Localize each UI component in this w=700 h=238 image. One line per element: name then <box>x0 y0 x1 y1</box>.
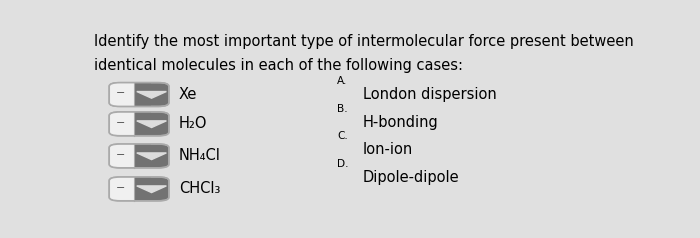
Polygon shape <box>136 92 167 98</box>
Text: −: − <box>116 150 125 160</box>
Text: H-bonding: H-bonding <box>363 114 439 129</box>
Text: Ion-ion: Ion-ion <box>363 142 413 157</box>
Text: H₂O: H₂O <box>178 116 207 131</box>
FancyBboxPatch shape <box>109 83 169 106</box>
FancyBboxPatch shape <box>109 144 169 168</box>
Text: Dipole-dipole: Dipole-dipole <box>363 169 460 184</box>
Text: B.: B. <box>337 104 348 114</box>
Text: Identify the most important type of intermolecular force present between: Identify the most important type of inte… <box>94 34 634 49</box>
Text: CHCl₃: CHCl₃ <box>178 181 220 196</box>
Text: London dispersion: London dispersion <box>363 87 497 102</box>
FancyBboxPatch shape <box>134 83 150 106</box>
FancyBboxPatch shape <box>109 112 169 136</box>
FancyBboxPatch shape <box>109 112 145 136</box>
FancyBboxPatch shape <box>109 177 145 201</box>
FancyBboxPatch shape <box>109 144 145 168</box>
FancyBboxPatch shape <box>109 83 145 106</box>
Text: −: − <box>116 118 125 128</box>
Polygon shape <box>136 121 167 128</box>
Text: A.: A. <box>337 76 347 86</box>
Text: Xe: Xe <box>178 87 197 102</box>
FancyBboxPatch shape <box>134 144 150 168</box>
Text: −: − <box>116 88 125 98</box>
Text: −: − <box>116 183 125 193</box>
Polygon shape <box>136 186 167 193</box>
Text: C.: C. <box>337 131 348 141</box>
FancyBboxPatch shape <box>134 177 150 201</box>
Polygon shape <box>136 153 167 160</box>
FancyBboxPatch shape <box>134 112 150 136</box>
Text: identical molecules in each of the following cases:: identical molecules in each of the follo… <box>94 58 463 73</box>
FancyBboxPatch shape <box>109 177 169 201</box>
Text: D.: D. <box>337 159 349 169</box>
Text: NH₄Cl: NH₄Cl <box>178 149 220 164</box>
